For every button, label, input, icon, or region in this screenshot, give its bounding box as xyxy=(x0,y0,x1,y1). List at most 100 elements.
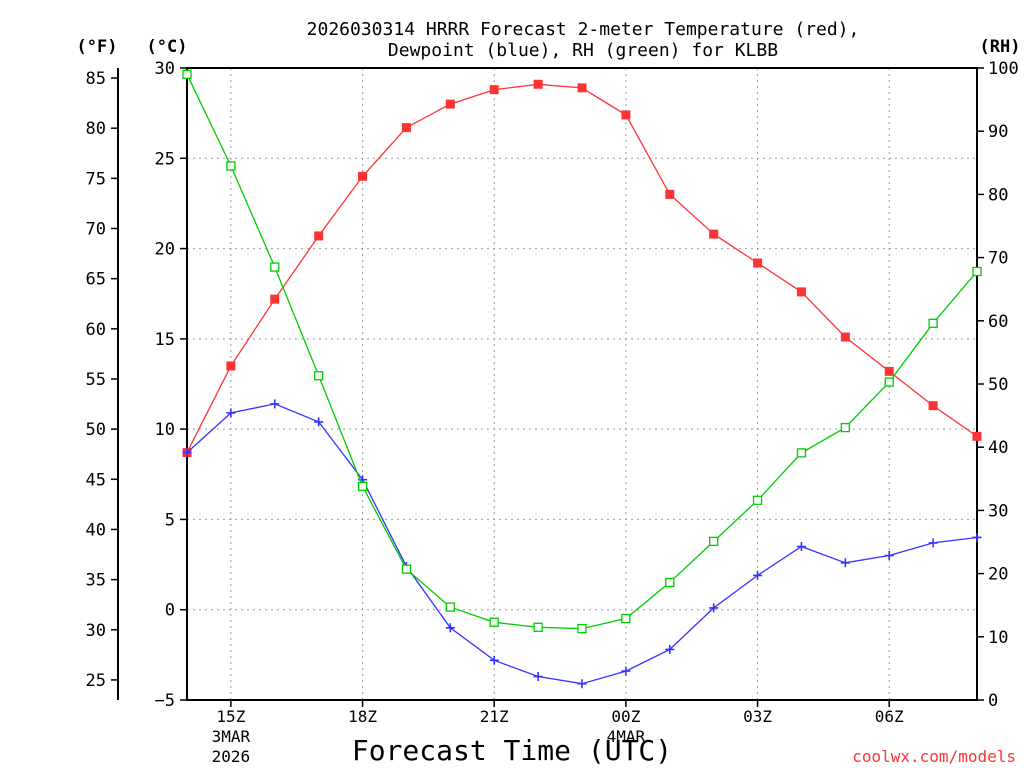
rh-tick-label: 10 xyxy=(988,628,1008,648)
rh-point xyxy=(226,161,236,171)
rh-point xyxy=(445,602,455,612)
rh-point xyxy=(796,448,807,458)
rh-point xyxy=(709,536,719,547)
x-tick-label: 21Z xyxy=(480,707,509,726)
x-tick-label: 06Z xyxy=(875,707,904,726)
fahrenheit-tick-label: 30 xyxy=(86,621,106,641)
dewpoint-line xyxy=(186,403,978,685)
fahrenheit-tick-label: 50 xyxy=(86,420,106,440)
fahrenheit-tick-label: 85 xyxy=(86,69,106,89)
rh-point xyxy=(489,617,499,627)
celsius-axis-unit: (°C) xyxy=(147,37,188,57)
temperature-point xyxy=(270,294,280,304)
dewpoint-point xyxy=(796,542,806,552)
rh-tick-label: 90 xyxy=(988,122,1008,142)
fahrenheit-tick-label: 70 xyxy=(86,220,106,240)
dewpoint-point xyxy=(533,672,543,682)
fahrenheit-tick-label: 40 xyxy=(86,520,106,540)
celsius-tick-label: 5 xyxy=(165,510,175,530)
celsius-tick-label: −5 xyxy=(155,691,175,711)
temperature-point xyxy=(753,258,763,268)
rh-point xyxy=(401,564,412,574)
temperature-point xyxy=(358,171,368,181)
rh-point xyxy=(533,622,543,632)
celsius-tick-label: 15 xyxy=(155,330,175,350)
x-tick-label: 18Z xyxy=(348,707,377,726)
temperature-point xyxy=(796,287,806,297)
fahrenheit-tick-label: 55 xyxy=(86,370,106,390)
rh-tick-label: 30 xyxy=(988,501,1008,521)
dewpoint-point xyxy=(753,570,763,580)
celsius-tick-label: 10 xyxy=(155,420,175,440)
rh-point xyxy=(884,377,894,387)
temperature-point xyxy=(533,79,543,89)
celsius-tick-label: 30 xyxy=(155,59,175,79)
rh-point xyxy=(577,623,587,634)
x-tick-date: 4MAR xyxy=(607,727,646,746)
rh-point xyxy=(314,371,324,381)
x-tick-label: 15Z xyxy=(216,707,245,726)
credit-text: coolwx.com/models xyxy=(852,747,1016,766)
x-tick-label: 00Z xyxy=(611,707,640,726)
data-series xyxy=(182,69,982,689)
rh-point xyxy=(665,577,675,588)
temperature-point xyxy=(489,85,499,95)
dewpoint-point xyxy=(621,666,631,676)
dewpoint-point xyxy=(314,417,324,427)
temperature-point xyxy=(577,83,587,93)
fahrenheit-tick-label: 65 xyxy=(86,270,106,290)
chart-title-line1: 2026030314 HRRR Forecast 2-meter Tempera… xyxy=(307,19,860,40)
temperature-point xyxy=(972,431,982,441)
rh-point xyxy=(621,613,631,624)
x-tick-date: 3MAR xyxy=(212,727,251,746)
rh-tick-label: 60 xyxy=(988,312,1008,332)
x-tick-label: 03Z xyxy=(743,707,772,726)
dewpoint-point xyxy=(665,644,675,654)
rh-tick-label: 50 xyxy=(988,375,1008,395)
fahrenheit-tick-label: 25 xyxy=(86,671,106,691)
dewpoint-point xyxy=(928,538,938,548)
temperature-point xyxy=(928,401,938,411)
rh-tick-label: 40 xyxy=(988,438,1008,458)
temperature-point xyxy=(709,229,719,239)
fahrenheit-tick-label: 80 xyxy=(86,119,106,139)
axes: 85807570656055504540353025302520151050−5… xyxy=(86,59,1019,766)
temperature-point xyxy=(665,189,675,199)
fahrenheit-tick-label: 75 xyxy=(86,169,106,189)
temperature-point xyxy=(401,123,411,133)
rh-tick-label: 20 xyxy=(988,565,1008,585)
dewpoint-point xyxy=(226,408,236,418)
dewpoint-point xyxy=(840,558,850,568)
dewpoint-point xyxy=(270,399,280,409)
grid-lines xyxy=(187,68,977,700)
rh-point xyxy=(928,318,938,328)
rh-tick-label: 100 xyxy=(988,59,1019,79)
rh-point xyxy=(270,262,280,272)
rh-tick-label: 80 xyxy=(988,185,1008,205)
rh-tick-label: 70 xyxy=(988,249,1008,269)
temperature-line xyxy=(186,83,978,453)
rh-point xyxy=(752,495,763,505)
dewpoint-point xyxy=(182,448,192,458)
dewpoint-point xyxy=(489,655,499,665)
rh-point xyxy=(182,69,192,79)
dewpoint-point xyxy=(972,532,982,542)
temperature-point xyxy=(314,231,324,241)
plot-frame xyxy=(186,67,978,701)
celsius-tick-label: 0 xyxy=(165,601,175,621)
temperature-point xyxy=(884,366,894,376)
temperature-point xyxy=(445,99,455,109)
dewpoint-point xyxy=(577,679,587,689)
rh-tick-label: 0 xyxy=(988,691,998,711)
celsius-tick-label: 25 xyxy=(155,149,175,169)
dewpoint-point xyxy=(445,623,455,633)
celsius-tick-label: 20 xyxy=(155,240,175,260)
fahrenheit-tick-label: 35 xyxy=(86,571,106,591)
rh-line xyxy=(186,74,978,630)
x-axis-label: Forecast Time (UTC) xyxy=(352,734,672,767)
temperature-point xyxy=(226,361,236,371)
rh-point xyxy=(840,422,850,433)
temperature-point xyxy=(621,110,631,120)
x-tick-year: 2026 xyxy=(212,747,251,766)
